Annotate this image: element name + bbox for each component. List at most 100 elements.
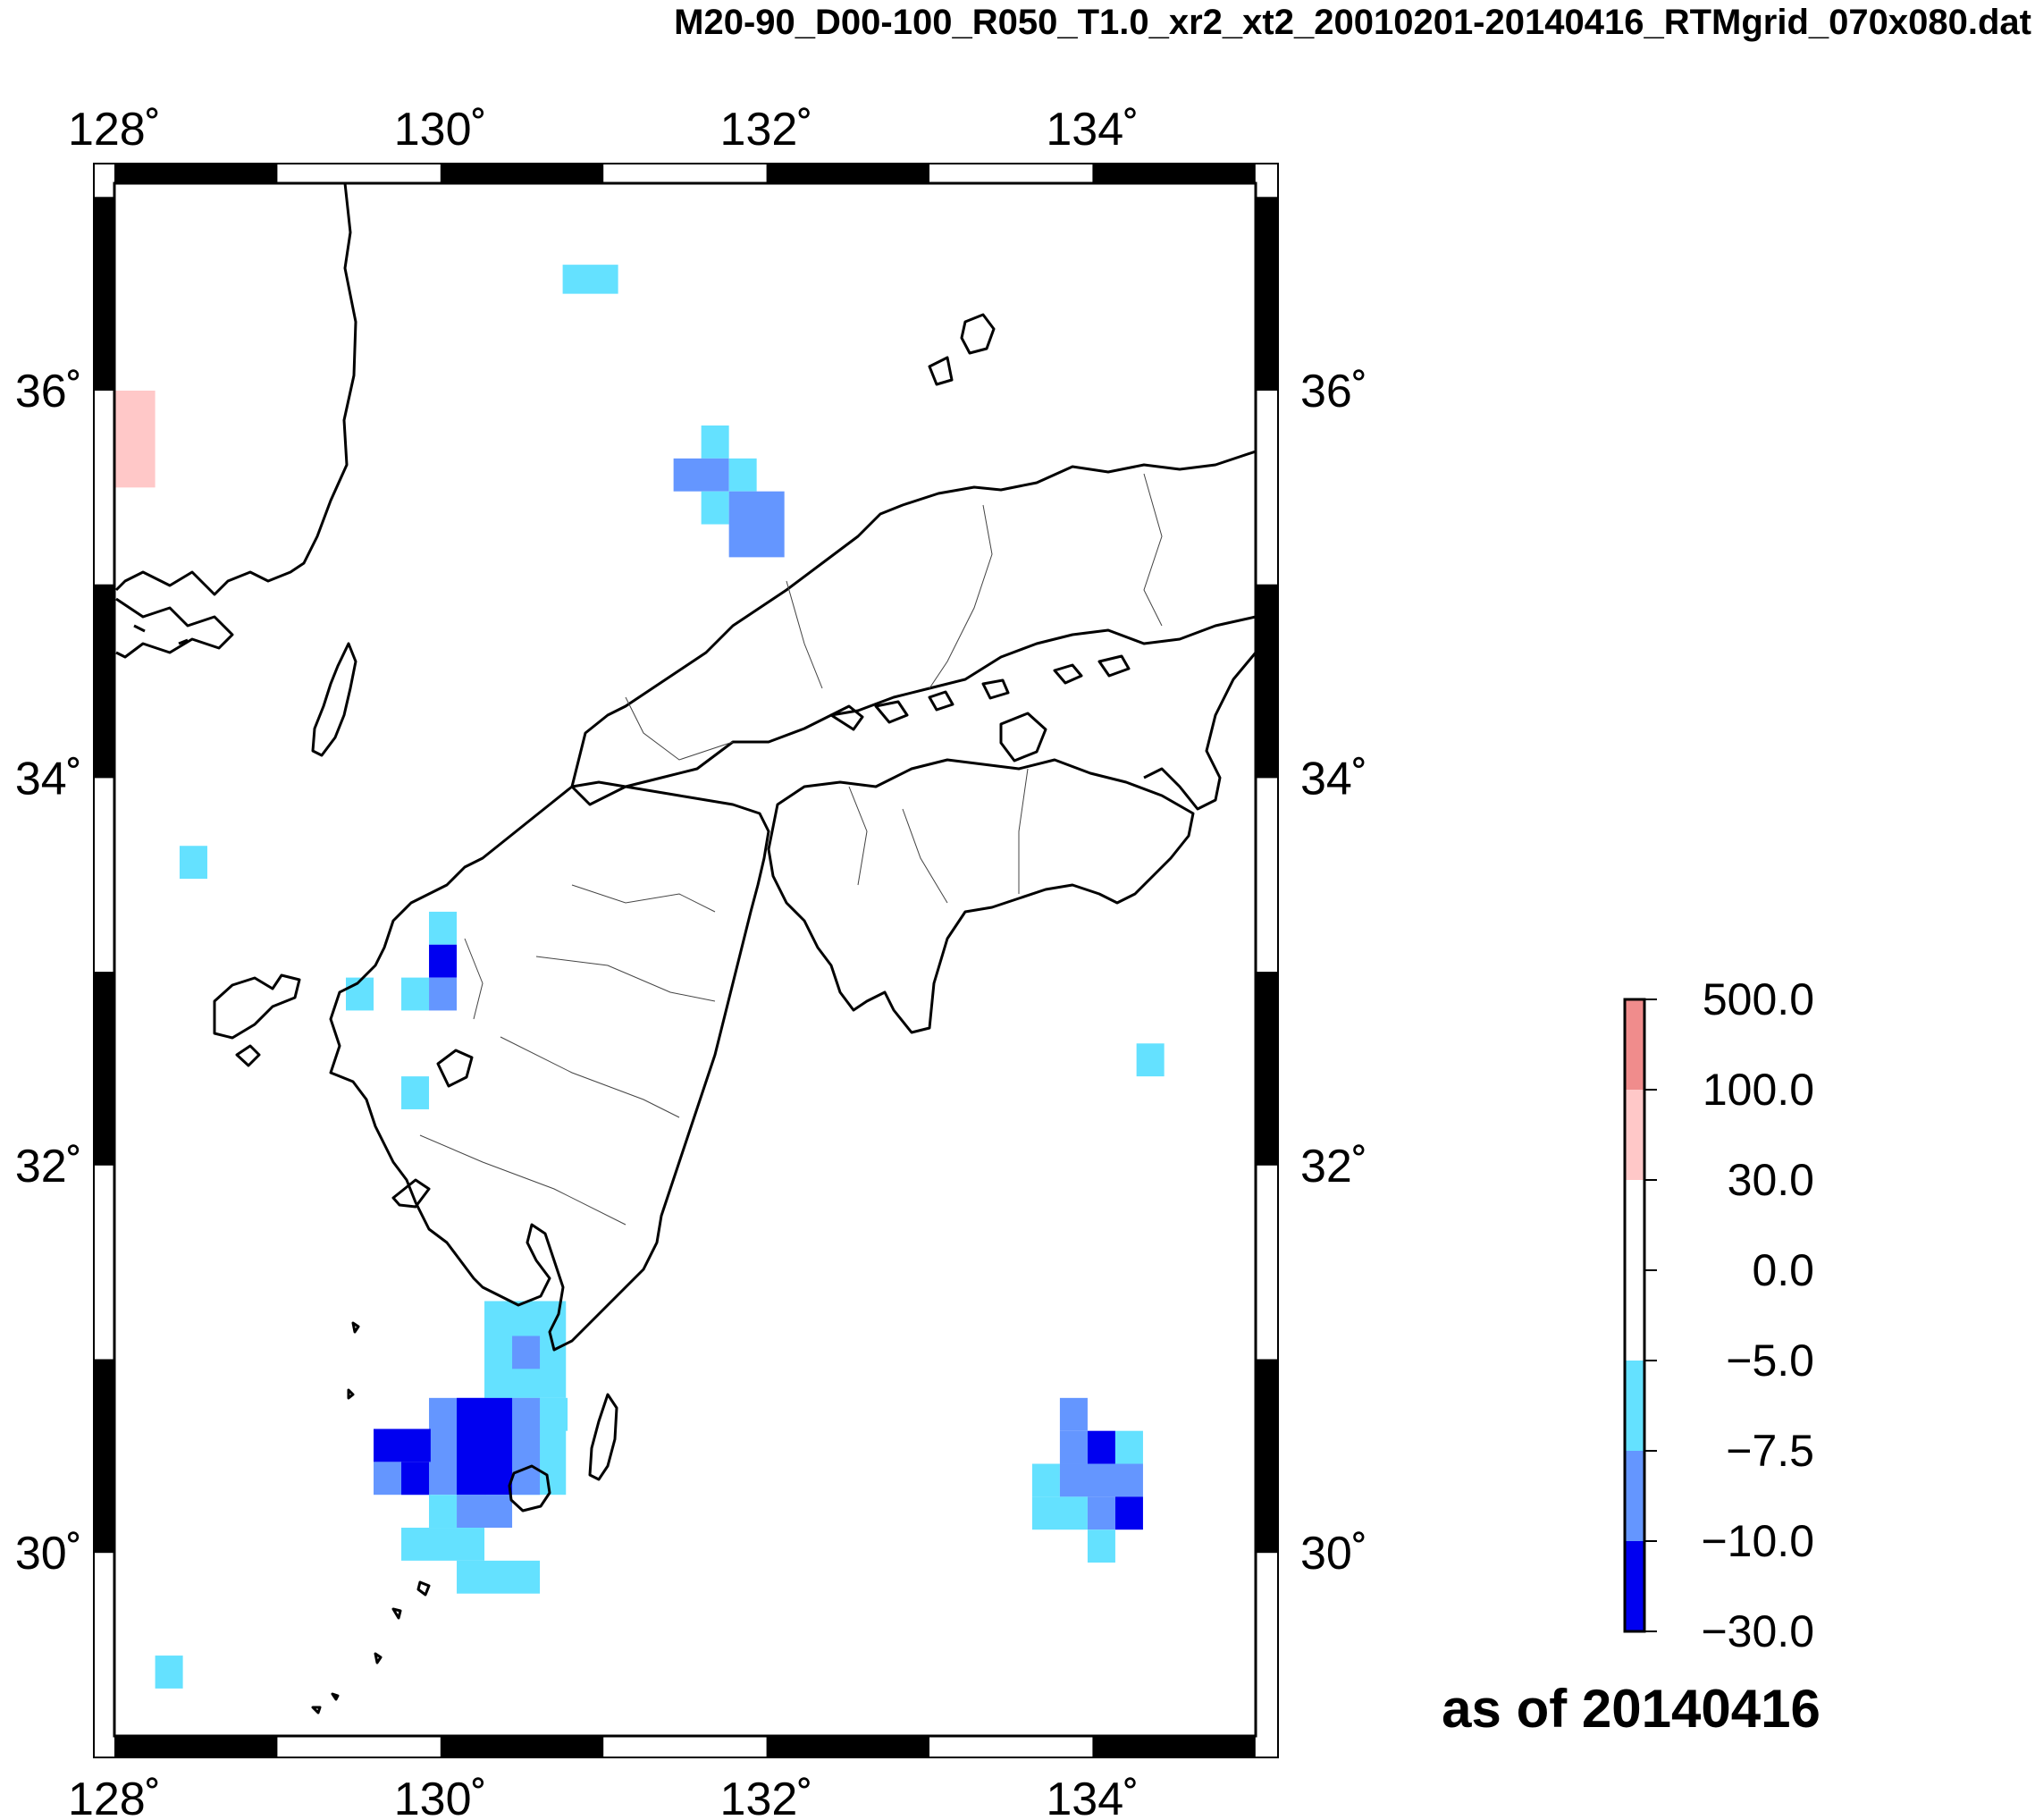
yakushima bbox=[508, 1464, 551, 1512]
as-of-date: as of 20140416 bbox=[1442, 1679, 1821, 1739]
grid-cell bbox=[540, 1397, 568, 1431]
korea-coast bbox=[114, 183, 357, 596]
frame-bar-left bbox=[94, 1359, 114, 1554]
korea-south-islands bbox=[115, 597, 234, 659]
grid-cell bbox=[429, 944, 458, 978]
map-frame bbox=[93, 163, 1279, 1758]
grid-cell bbox=[429, 1495, 458, 1529]
grid-cell bbox=[1031, 1463, 1060, 1497]
grid-cell bbox=[1059, 1463, 1143, 1497]
colorbar: 500.0 100.0 30.0 0.0 −5.0 −7.5 −10.0 −30.0 bbox=[1623, 974, 1814, 1656]
frame-outer bbox=[93, 163, 1279, 1758]
colorbar-label: −30.0 bbox=[1701, 1606, 1814, 1656]
grid-cell bbox=[512, 1397, 541, 1496]
lat-tick-label-left: 34˚ bbox=[15, 753, 82, 805]
lat-tick-label-right: 30˚ bbox=[1300, 1528, 1367, 1580]
tanegashima bbox=[588, 1393, 618, 1481]
frame-bar-right bbox=[1256, 1359, 1278, 1554]
lat-tick-label-right: 32˚ bbox=[1300, 1141, 1367, 1192]
grid-cell bbox=[114, 391, 156, 488]
grid-cell bbox=[1114, 1496, 1143, 1530]
grid-cell bbox=[401, 1528, 485, 1561]
frame-bar-left bbox=[94, 584, 114, 779]
lat-tick-label-left: 36˚ bbox=[15, 366, 82, 417]
goto-islands bbox=[213, 973, 301, 1067]
colorbar-label: −5.0 bbox=[1726, 1336, 1814, 1386]
grid-cell bbox=[1087, 1430, 1115, 1464]
grid-cell bbox=[1114, 1430, 1143, 1464]
grid-cell bbox=[429, 977, 458, 1011]
grid-cell bbox=[728, 458, 757, 492]
lon-tick-label-top: 130˚ bbox=[394, 104, 487, 156]
colorbar-outline bbox=[1623, 998, 1646, 1633]
frame-bar-top bbox=[440, 164, 604, 183]
frame-bar-left bbox=[94, 972, 114, 1166]
grid-cell bbox=[1059, 1430, 1088, 1464]
grid-cell bbox=[512, 1336, 541, 1369]
frame-bar-top bbox=[114, 164, 278, 183]
kii-peninsula bbox=[1143, 652, 1256, 811]
lat-tick-label-right: 36˚ bbox=[1300, 366, 1367, 417]
grid-cell bbox=[457, 1560, 541, 1594]
seto-islands bbox=[829, 654, 1131, 763]
koshiki-satsunan-islets bbox=[311, 1321, 431, 1715]
coastline-layer bbox=[114, 183, 1256, 1715]
figure-title: M20-90_D00-100_R050_T1.0_xr2_xt2_2001020… bbox=[674, 3, 2031, 42]
grid-cell bbox=[429, 911, 458, 945]
colorbar-label: 100.0 bbox=[1703, 1065, 1814, 1115]
lat-tick-label-left: 32˚ bbox=[15, 1141, 82, 1192]
frame-bar-right bbox=[1256, 972, 1278, 1166]
frame-bar-bottom bbox=[766, 1736, 929, 1757]
colorbar-swatch bbox=[1625, 1451, 1644, 1541]
colorbar-swatch bbox=[1625, 1180, 1644, 1270]
lon-tick-label-top: 132˚ bbox=[720, 104, 813, 156]
colorbar-label: 0.0 bbox=[1752, 1245, 1814, 1295]
colorbar-swatch bbox=[1625, 1090, 1644, 1180]
grid-cell bbox=[401, 1462, 430, 1496]
frame-bar-right bbox=[1256, 584, 1278, 779]
grid-cell bbox=[179, 846, 207, 880]
frame-bar-top bbox=[1092, 164, 1256, 183]
lon-tick-label-top: 128˚ bbox=[68, 104, 161, 156]
frame-bar-left bbox=[94, 197, 114, 391]
tsushima-island bbox=[311, 642, 357, 757]
frame-bar-bottom bbox=[440, 1736, 604, 1757]
amakusa-islands bbox=[391, 1049, 474, 1209]
frame-inner bbox=[113, 181, 1257, 1738]
grid-cell bbox=[1059, 1397, 1088, 1431]
kyushu-coast bbox=[329, 780, 770, 1352]
lat-tick-label-left: 30˚ bbox=[15, 1528, 82, 1580]
grid-cell bbox=[457, 1495, 513, 1529]
grid-cell bbox=[401, 977, 430, 1011]
grid-cell bbox=[1087, 1529, 1115, 1563]
colorbar-swatch bbox=[1625, 999, 1644, 1090]
colorbar-label: −7.5 bbox=[1726, 1426, 1814, 1476]
grid-cell bbox=[701, 491, 729, 525]
frame-bar-bottom bbox=[1092, 1736, 1256, 1757]
grid-cell bbox=[562, 265, 618, 294]
colorbar-swatch bbox=[1625, 1541, 1644, 1631]
honshu-coast bbox=[570, 450, 1256, 806]
axis-tick-labels: 128˚ 128˚ 130˚ 130˚ 132˚ 132˚ 134˚ 134˚ 30˚ 30˚ 32… bbox=[15, 104, 1367, 1820]
lat-tick-label-right: 34˚ bbox=[1300, 753, 1367, 805]
grid-cell bbox=[728, 491, 785, 558]
lon-tick-label-top: 134˚ bbox=[1046, 104, 1139, 156]
grid-cell bbox=[1031, 1496, 1088, 1530]
frame-bar-top bbox=[766, 164, 929, 183]
grid-cell bbox=[155, 1656, 183, 1689]
grid-cell bbox=[374, 1428, 431, 1462]
lon-tick-label-bottom: 130˚ bbox=[394, 1774, 487, 1820]
grid-cell bbox=[401, 1076, 430, 1109]
shikoku-coast bbox=[767, 758, 1195, 1034]
grid-cell bbox=[701, 426, 729, 459]
colorbar-swatch bbox=[1625, 1361, 1644, 1451]
grid-cell bbox=[346, 977, 374, 1011]
lon-tick-label-bottom: 128˚ bbox=[68, 1774, 161, 1820]
lon-tick-label-bottom: 134˚ bbox=[1046, 1774, 1139, 1820]
grid-cell bbox=[673, 458, 729, 492]
grid-cell bbox=[457, 1397, 513, 1496]
colorbar-label: −10.0 bbox=[1701, 1516, 1814, 1566]
grid-cell bbox=[1136, 1043, 1165, 1077]
prefecture-borders bbox=[419, 473, 1163, 1226]
